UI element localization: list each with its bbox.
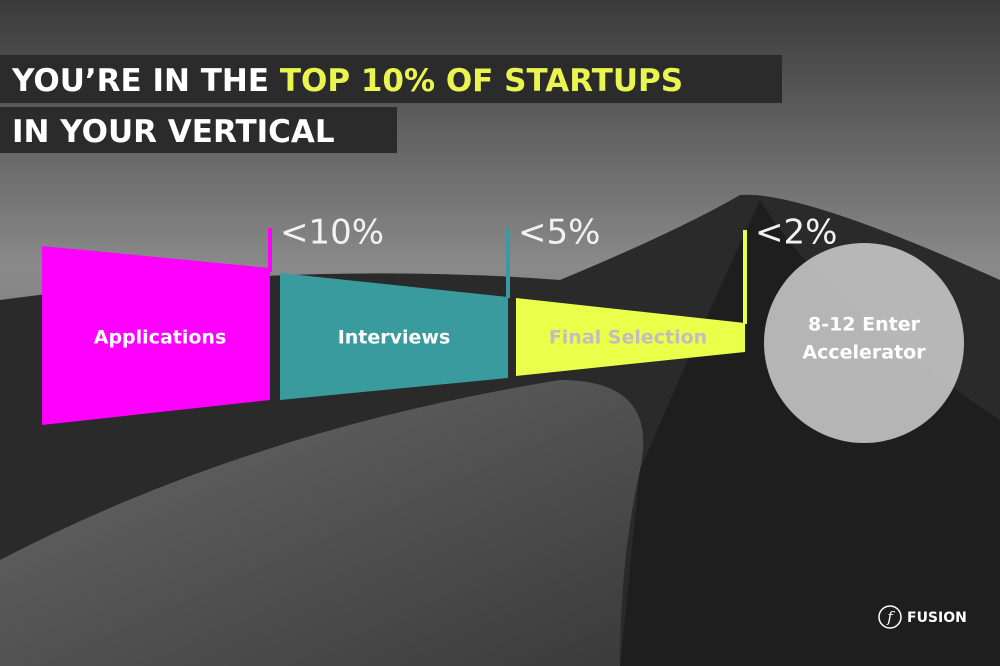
stage-label: Final Selection <box>549 327 707 349</box>
stage-shape <box>516 298 745 376</box>
logo-icon <box>878 605 902 629</box>
marker <box>743 230 747 324</box>
stage-percent: <2% <box>755 213 837 253</box>
headline-bg <box>0 107 397 153</box>
stage-percent: <10% <box>280 213 384 253</box>
result-circle <box>764 243 964 443</box>
stage-shape <box>280 273 508 400</box>
marker <box>268 228 272 272</box>
headline-bg <box>0 55 782 103</box>
headline-white: YOU’RE IN THE <box>11 63 280 99</box>
headline-line-2: IN YOUR VERTICAL <box>12 114 335 150</box>
stage-label: Interviews <box>338 327 451 349</box>
result-label: Accelerator <box>802 342 926 364</box>
logo-letter: f <box>886 608 895 626</box>
marker <box>506 228 510 298</box>
headline-line-1: YOU’RE IN THE TOP 10% OF STARTUPS <box>11 63 683 99</box>
stage-shape <box>42 246 270 425</box>
headline-highlight: TOP 10% OF STARTUPS <box>280 63 683 99</box>
stage-percent: <5% <box>518 213 600 253</box>
logo-text: FUSION <box>907 610 967 626</box>
stage-label: Applications <box>94 327 227 349</box>
dune-light <box>0 380 644 666</box>
dune-shadow <box>620 200 1000 666</box>
result-label: 8-12 Enter <box>808 314 921 336</box>
